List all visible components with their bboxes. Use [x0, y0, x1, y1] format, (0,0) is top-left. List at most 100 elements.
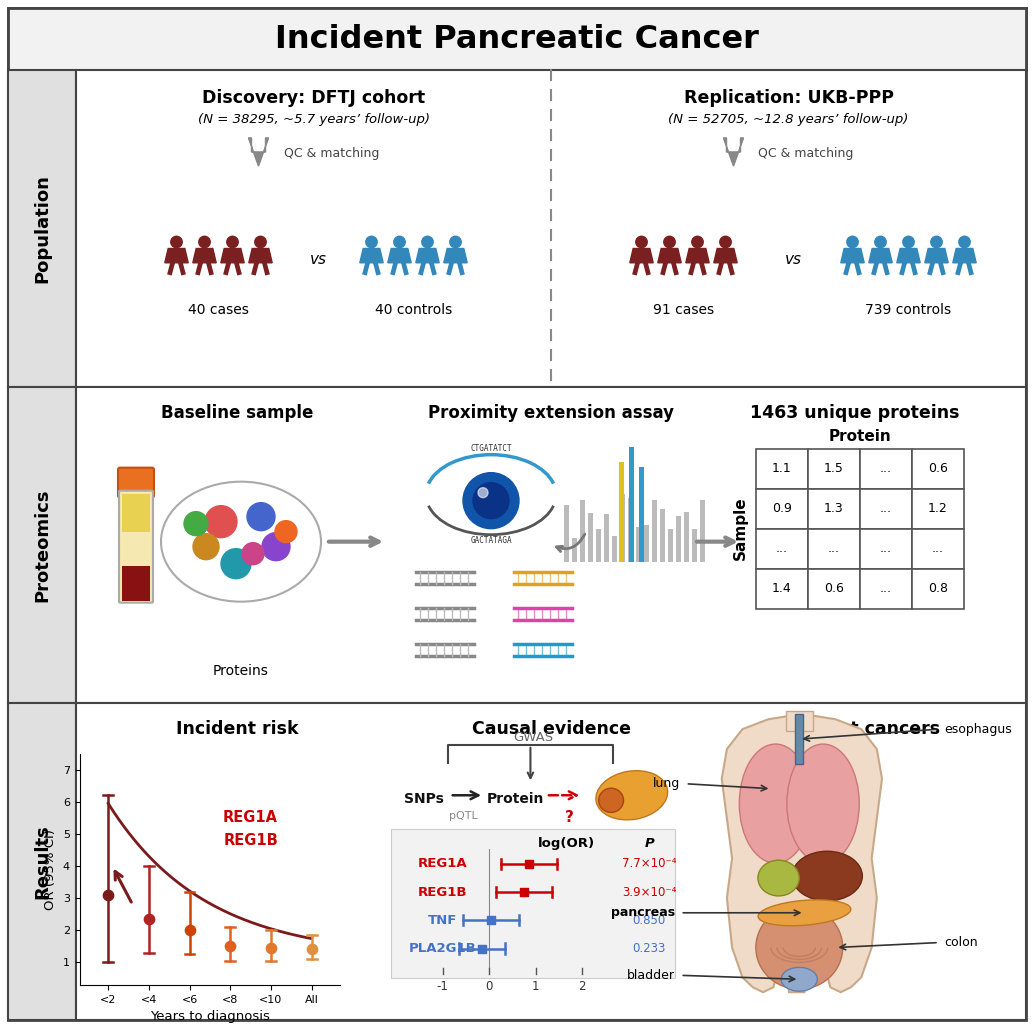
Text: 1.4: 1.4 — [772, 582, 792, 595]
Text: P: P — [644, 837, 655, 849]
Circle shape — [171, 236, 182, 248]
Circle shape — [199, 236, 210, 248]
Text: Replication: UKB-PPP: Replication: UKB-PPP — [683, 89, 893, 107]
Text: 0.850: 0.850 — [633, 914, 666, 927]
Bar — [912, 528, 964, 568]
Text: vs: vs — [785, 253, 802, 267]
Text: GWAS: GWAS — [513, 731, 553, 743]
Bar — [860, 488, 912, 528]
Bar — [8, 703, 77, 1020]
Point — [520, 855, 537, 872]
Circle shape — [599, 788, 624, 812]
Bar — [612, 536, 617, 561]
Text: Incident Pancreatic Cancer: Incident Pancreatic Cancer — [275, 24, 759, 54]
Polygon shape — [713, 249, 737, 263]
Bar — [596, 528, 601, 561]
Text: 0.9: 0.9 — [772, 502, 792, 515]
Bar — [860, 568, 912, 609]
Polygon shape — [722, 714, 882, 992]
Text: 2: 2 — [578, 980, 586, 993]
Polygon shape — [686, 249, 709, 263]
Text: Different cancers: Different cancers — [770, 721, 940, 738]
Circle shape — [394, 236, 405, 248]
Circle shape — [366, 236, 377, 248]
Text: esophagus: esophagus — [944, 723, 1012, 736]
Bar — [639, 467, 644, 561]
Text: bladder: bladder — [628, 968, 675, 982]
Bar — [660, 509, 665, 561]
Ellipse shape — [787, 744, 859, 864]
Text: SNPs: SNPs — [404, 793, 445, 806]
Bar — [8, 70, 77, 387]
Bar — [588, 513, 594, 561]
Point — [516, 884, 533, 901]
Bar — [629, 447, 634, 561]
Polygon shape — [192, 249, 216, 263]
Circle shape — [473, 483, 509, 519]
Bar — [756, 488, 808, 528]
Point — [483, 912, 499, 928]
Bar — [912, 568, 964, 609]
Bar — [636, 526, 641, 561]
Bar — [808, 488, 860, 528]
Text: ...: ... — [880, 502, 892, 515]
Polygon shape — [360, 249, 384, 263]
Polygon shape — [896, 249, 920, 263]
Text: TNF: TNF — [428, 914, 457, 927]
Text: lung: lung — [653, 777, 680, 791]
Circle shape — [184, 512, 208, 536]
Ellipse shape — [782, 967, 818, 991]
Circle shape — [847, 236, 858, 248]
Polygon shape — [221, 249, 244, 263]
Y-axis label: OR (95% CI): OR (95% CI) — [44, 829, 57, 910]
Text: (N = 52705, ~12.8 years’ follow-up): (N = 52705, ~12.8 years’ follow-up) — [668, 113, 909, 126]
Bar — [786, 711, 813, 731]
Bar — [652, 500, 657, 561]
Bar — [808, 528, 860, 568]
Text: QC & matching: QC & matching — [283, 147, 378, 159]
Circle shape — [636, 236, 647, 248]
Circle shape — [478, 487, 488, 498]
Text: ...: ... — [880, 463, 892, 475]
Text: vs: vs — [310, 253, 327, 267]
FancyBboxPatch shape — [118, 468, 154, 498]
Text: Protein: Protein — [487, 793, 544, 806]
Circle shape — [254, 236, 266, 248]
Circle shape — [463, 473, 519, 528]
Text: 40 cases: 40 cases — [188, 303, 249, 317]
Text: 1.1: 1.1 — [772, 463, 792, 475]
Bar — [77, 387, 1026, 703]
Text: REG1B: REG1B — [223, 833, 278, 848]
Bar — [572, 538, 577, 561]
Text: 739 controls: 739 controls — [865, 303, 951, 317]
Circle shape — [205, 506, 237, 538]
Text: ...: ... — [932, 542, 944, 555]
Text: PLA2G1B: PLA2G1B — [408, 942, 477, 955]
Bar — [912, 448, 964, 488]
Point — [222, 938, 239, 954]
Circle shape — [692, 236, 703, 248]
Bar — [619, 462, 624, 561]
Point — [263, 940, 279, 956]
Text: pQTL: pQTL — [449, 811, 478, 821]
Bar — [756, 448, 808, 488]
Text: Proteomics: Proteomics — [33, 488, 51, 601]
Text: 0.6: 0.6 — [824, 582, 844, 595]
Bar — [692, 528, 697, 561]
Text: colon: colon — [944, 937, 978, 949]
Polygon shape — [658, 249, 681, 263]
Text: 0.8: 0.8 — [927, 582, 948, 595]
Text: CTGATATCT: CTGATATCT — [470, 444, 512, 453]
Text: 3.9×10⁻⁴: 3.9×10⁻⁴ — [622, 885, 676, 898]
Text: Proteins: Proteins — [213, 664, 269, 678]
Text: ...: ... — [880, 582, 892, 595]
Circle shape — [959, 236, 970, 248]
Circle shape — [422, 236, 433, 248]
Polygon shape — [952, 249, 976, 263]
Polygon shape — [869, 249, 892, 263]
Bar — [668, 528, 673, 561]
Text: ...: ... — [880, 542, 892, 555]
Text: (N = 38295, ~5.7 years’ follow-up): (N = 38295, ~5.7 years’ follow-up) — [197, 113, 429, 126]
Circle shape — [875, 236, 886, 248]
Ellipse shape — [596, 771, 668, 820]
